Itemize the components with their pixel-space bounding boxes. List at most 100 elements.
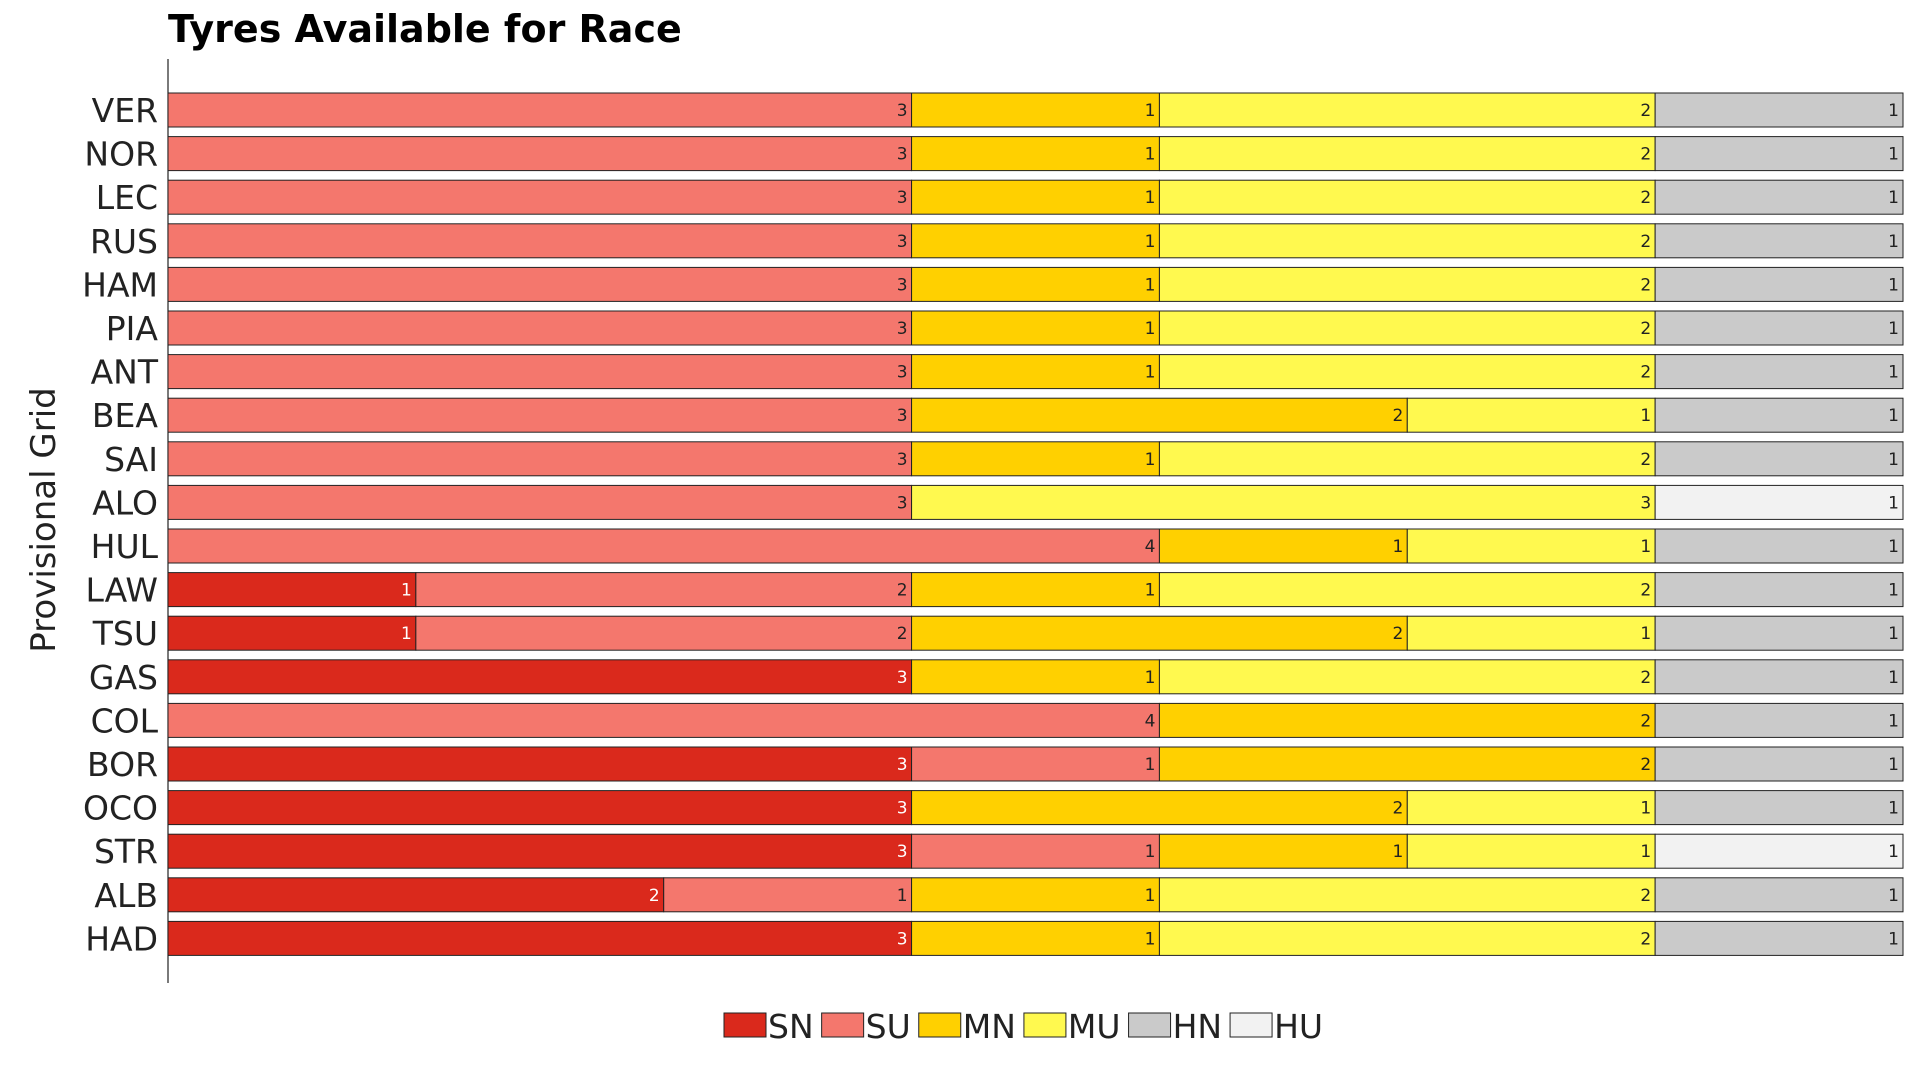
- bar-segment-su: [167, 179, 913, 215]
- y-tick-label: OCO: [83, 789, 158, 828]
- bar-segment-mn: [1158, 528, 1408, 564]
- bars: 3 1 2 1 3 1 2 1 3 1 2 1 3 1 2 1 3 1 2 1 3 1 2 1 3 1 2 1 3 2 1 1 3 1 2 1 3 3 1 4…: [167, 92, 1904, 956]
- data-label: 2: [1640, 886, 1651, 906]
- data-label: 2: [1640, 711, 1651, 731]
- bar-segment-su: [167, 310, 913, 346]
- bar-segment-hn: [1654, 136, 1904, 172]
- data-label: 2: [1640, 668, 1651, 688]
- bar-segment-mn: [911, 310, 1160, 346]
- chart-title: Tyres Available for Race: [168, 7, 682, 51]
- data-label: 2: [897, 624, 908, 644]
- data-label: 1: [1145, 929, 1156, 949]
- legend-swatch-hn: [1128, 1012, 1172, 1038]
- bar-segment-su: [167, 92, 913, 128]
- data-label: 3: [897, 450, 908, 470]
- bar-segment-su: [415, 615, 913, 651]
- legend-swatch-mn: [918, 1012, 962, 1038]
- data-label: 1: [1640, 406, 1651, 426]
- data-label: 1: [1888, 755, 1899, 775]
- data-label: 1: [1392, 842, 1403, 862]
- data-label: 1: [1888, 232, 1899, 252]
- bar-segment-mn: [911, 877, 1160, 913]
- y-tick-label: LEC: [96, 178, 158, 217]
- data-label: 1: [1145, 232, 1156, 252]
- bar-segment-mu: [1406, 790, 1656, 826]
- y-tick-label: BEA: [92, 396, 158, 435]
- bar-segment-hn: [1654, 615, 1904, 651]
- data-label: 1: [1888, 450, 1899, 470]
- bar-segment-su: [167, 528, 1160, 564]
- y-tick-label: GAS: [89, 658, 158, 697]
- data-label: 1: [1888, 581, 1899, 601]
- y-tick-label: VER: [92, 91, 158, 130]
- bar-segment-mu: [1158, 266, 1656, 302]
- data-label: 1: [1640, 624, 1651, 644]
- bar-segment-sn: [167, 615, 417, 651]
- data-label: 3: [1640, 493, 1651, 513]
- y-tick-label: SAI: [104, 440, 158, 479]
- y-tick-label: COL: [91, 701, 159, 740]
- bar-segment-mn: [911, 920, 1160, 956]
- bar-segment-mu: [1158, 136, 1656, 172]
- bar-segment-mn: [911, 92, 1160, 128]
- bar-segment-hn: [1654, 354, 1904, 390]
- bar-segment-hn: [1654, 572, 1904, 608]
- y-tick-label: PIA: [106, 309, 159, 348]
- legend-label: MN: [963, 1007, 1016, 1046]
- bar-segment-sn: [167, 746, 913, 782]
- bar-segment-su: [167, 354, 913, 390]
- data-label: 2: [649, 886, 660, 906]
- data-label: 1: [1888, 711, 1899, 731]
- bar-segment-mu: [1406, 528, 1656, 564]
- data-label: 3: [897, 145, 908, 165]
- bar-segment-su: [167, 484, 913, 520]
- bar-segment-sn: [167, 920, 913, 956]
- y-tick-label: RUS: [90, 222, 158, 261]
- legend-label: HU: [1274, 1007, 1323, 1046]
- data-label: 2: [1640, 188, 1651, 208]
- data-label: 2: [1640, 929, 1651, 949]
- bar-segment-mn: [911, 572, 1160, 608]
- legend: SN SU MN MU HN HU: [723, 1007, 1323, 1046]
- bar-segment-mu: [1158, 920, 1656, 956]
- data-label: 2: [1640, 319, 1651, 339]
- data-label: 1: [1888, 145, 1899, 165]
- bar-segment-su: [911, 746, 1160, 782]
- data-label: 3: [897, 668, 908, 688]
- bar-segment-mu: [1158, 441, 1656, 477]
- data-label: 1: [1145, 275, 1156, 295]
- bar-segment-hn: [1654, 223, 1904, 259]
- bar-segment-hn: [1654, 310, 1904, 346]
- bar-segment-mu: [1158, 877, 1656, 913]
- data-label: 1: [1640, 537, 1651, 557]
- y-tick-label: BOR: [87, 745, 158, 784]
- data-label: 1: [1888, 668, 1899, 688]
- data-label: 3: [897, 929, 908, 949]
- bar-segment-mn: [1158, 833, 1408, 869]
- data-label: 1: [1888, 799, 1899, 819]
- bar-segment-mn: [911, 615, 1408, 651]
- bar-segment-mn: [1158, 746, 1656, 782]
- data-label: 1: [1888, 842, 1899, 862]
- bar-segment-mu: [1406, 615, 1656, 651]
- bar-segment-hu: [1654, 833, 1904, 869]
- bar-segment-mu: [1158, 659, 1656, 695]
- y-axis-label: Provisional Grid: [24, 387, 64, 652]
- bar-segment-hn: [1654, 397, 1904, 433]
- data-label: 2: [1640, 450, 1651, 470]
- bar-segment-mn: [911, 136, 1160, 172]
- bar-segment-mu: [1158, 354, 1656, 390]
- bar-segment-su: [167, 136, 913, 172]
- data-label: 1: [1640, 799, 1651, 819]
- bar-segment-su: [167, 223, 913, 259]
- data-label: 3: [897, 363, 908, 383]
- bar-segment-mn: [1158, 702, 1656, 738]
- data-label: 2: [1640, 101, 1651, 121]
- data-label: 4: [1145, 537, 1156, 557]
- data-label: 2: [1392, 406, 1403, 426]
- data-label: 2: [1392, 799, 1403, 819]
- data-label: 3: [897, 842, 908, 862]
- y-tick-label: NOR: [84, 135, 158, 174]
- bar-segment-hn: [1654, 179, 1904, 215]
- legend-swatch-hu: [1229, 1012, 1273, 1038]
